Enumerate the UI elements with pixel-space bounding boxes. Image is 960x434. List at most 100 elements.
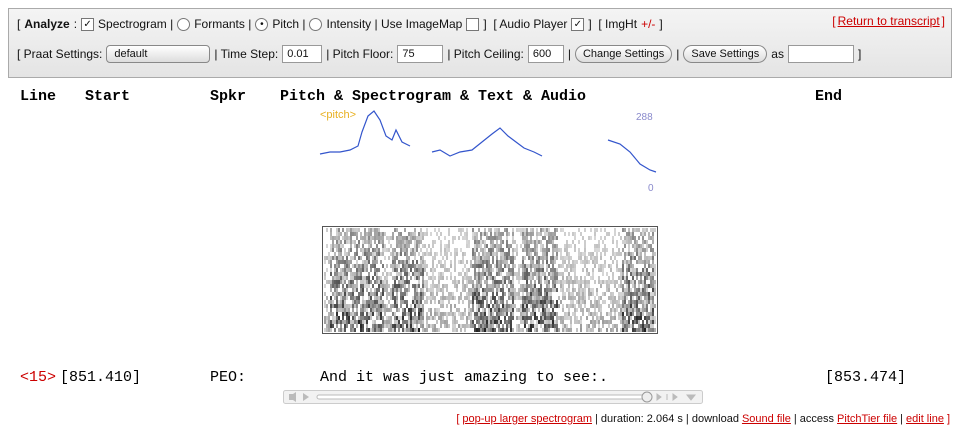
spectrogram-cell [602, 292, 604, 296]
checkbox[interactable] [466, 17, 480, 31]
spectrogram-cell [346, 304, 348, 308]
spectrogram-cell [400, 276, 402, 280]
spectrogram-cell [526, 232, 528, 236]
button[interactable]: Change Settings [574, 45, 673, 63]
spectrogram-cell [442, 276, 444, 280]
spectrogram-cell [512, 280, 514, 284]
spectrogram-cell [482, 232, 484, 236]
spectrogram-cell [374, 232, 376, 236]
spectrogram-cell [444, 260, 446, 264]
spectrogram-cell [466, 272, 468, 276]
spectrogram-cell [578, 252, 580, 256]
spectrogram-cell [598, 316, 600, 320]
spectrogram-cell [492, 292, 494, 296]
spectrogram-cell [400, 248, 402, 252]
spectrogram-cell [632, 312, 634, 316]
spectrogram-cell [430, 308, 432, 312]
spectrogram-cell [460, 316, 462, 320]
line-number[interactable]: <15> [20, 369, 57, 386]
spectrogram-cell [328, 316, 330, 320]
player-controls[interactable] [656, 393, 697, 401]
progress-track[interactable] [316, 394, 648, 400]
spectrogram-cell [520, 244, 522, 248]
spectrogram-cell [548, 300, 550, 304]
spectrogram-cell [382, 284, 384, 288]
input[interactable] [787, 45, 854, 63]
spectrogram-cell [482, 308, 484, 312]
spectrogram-cell [454, 280, 456, 284]
input[interactable]: 75 [397, 45, 444, 63]
link[interactable]: edit line [906, 413, 944, 425]
spectrogram-cell [628, 264, 630, 268]
spectrogram-cell [352, 316, 354, 320]
spectrogram-cell [452, 312, 454, 316]
spectrogram-cell [502, 280, 504, 284]
spectrogram-cell [542, 264, 544, 268]
button[interactable]: Save Settings [683, 45, 768, 63]
link[interactable]: Sound file [741, 413, 791, 425]
spectrogram-cell [554, 328, 556, 332]
spectrogram-cell [360, 312, 362, 316]
spectrogram-cell [626, 280, 628, 284]
spectrogram-cell [368, 316, 370, 320]
spectrogram-cell [542, 304, 544, 308]
spectrogram-cell [652, 320, 654, 324]
spectrogram-cell [414, 292, 416, 296]
checkbox[interactable]: ✓ [81, 17, 95, 31]
spectrogram-cell [356, 268, 358, 272]
select[interactable]: default [106, 45, 211, 63]
spectrogram-cell [448, 228, 450, 232]
spectrogram-cell [370, 264, 372, 268]
pitch-curve [607, 139, 657, 173]
spectrogram-cell [542, 312, 544, 316]
spectrogram-cell [578, 248, 580, 252]
spectrogram-cell [644, 264, 646, 268]
input[interactable]: 600 [527, 45, 564, 63]
spectrogram-cell [492, 320, 494, 324]
spectrogram-cell [604, 320, 606, 324]
spectrogram-cell [414, 232, 416, 236]
checkbox[interactable]: ✓ [571, 17, 585, 31]
radio[interactable]: • [255, 17, 269, 31]
spectrogram-cell [552, 280, 554, 284]
spectrogram-cell [648, 284, 650, 288]
spectrogram-cell [608, 324, 610, 328]
spectrogram-cell [568, 272, 570, 276]
link[interactable]: pop-up larger spectrogram [462, 413, 593, 425]
spectrogram-cell [376, 316, 378, 320]
spectrogram-cell [574, 296, 576, 300]
spectrogram-cell [624, 296, 626, 300]
progress-thumb[interactable] [641, 391, 653, 403]
spectrogram-cell [428, 288, 430, 292]
spectrogram-cell [646, 328, 648, 332]
column-header: Spkr [210, 88, 247, 105]
input[interactable]: 0.01 [282, 45, 323, 63]
spectrogram-cell [528, 300, 530, 304]
spectrogram-cell [398, 272, 400, 276]
spectrogram-cell [650, 300, 652, 304]
radio[interactable] [309, 17, 323, 31]
spectrogram-cell [578, 304, 580, 308]
spectrogram-cell [356, 304, 358, 308]
audio-player[interactable] [283, 390, 703, 404]
link[interactable]: PitchTier file [837, 413, 898, 425]
spectrogram-cell [534, 268, 536, 272]
spectrogram-cell [632, 264, 634, 268]
spectrogram-cell [526, 316, 528, 320]
spectrogram-cell [336, 256, 338, 260]
spectrogram-cell [630, 316, 632, 320]
spectrogram-cell [514, 288, 516, 292]
radio[interactable] [177, 17, 191, 31]
spectrogram-cell [648, 260, 650, 264]
spectrogram-cell [332, 284, 334, 288]
spectrogram-cell [360, 268, 362, 272]
spectrogram-cell [426, 264, 428, 268]
spectrogram-cell [634, 236, 636, 240]
link[interactable]: Return to transcript [837, 14, 940, 28]
player-controls[interactable] [289, 392, 309, 402]
spectrogram-cell [504, 292, 506, 296]
spectrogram-cell [336, 244, 338, 248]
spectrogram-cell [598, 280, 600, 284]
link[interactable]: +/- [641, 17, 656, 31]
spectrogram-cell [504, 320, 506, 324]
